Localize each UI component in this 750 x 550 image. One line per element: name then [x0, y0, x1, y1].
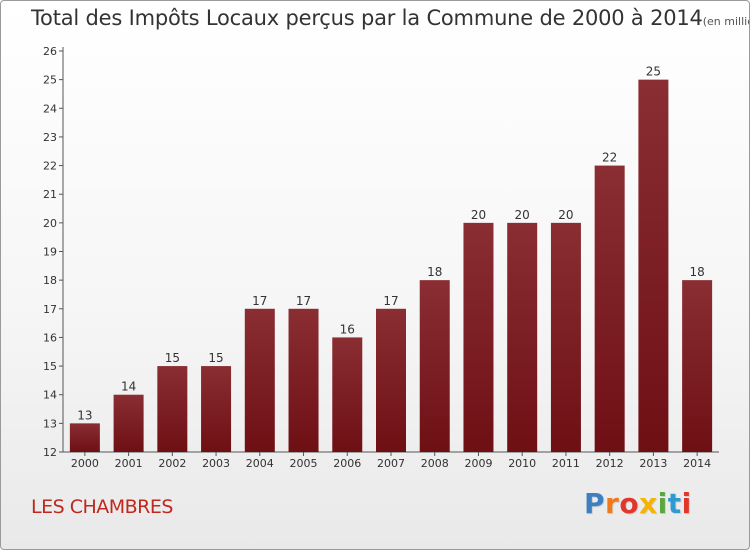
x-tick-label: 2012	[596, 457, 624, 470]
bar-value-label: 16	[340, 322, 355, 336]
bar-value-label: 15	[208, 351, 223, 365]
bar	[69, 423, 100, 452]
x-tick-label: 2010	[508, 457, 536, 470]
logo-letter: i	[657, 487, 668, 520]
bar-value-label: 17	[383, 294, 398, 308]
y-tick-label: 14	[43, 389, 57, 402]
bar	[113, 394, 144, 452]
y-tick-label: 13	[43, 417, 57, 430]
bar-value-label: 15	[165, 351, 180, 365]
y-tick-label: 16	[43, 331, 57, 344]
y-tick-label: 22	[43, 160, 57, 173]
bar	[201, 366, 232, 452]
y-tick-label: 25	[43, 74, 57, 87]
logo-letter: o	[619, 487, 640, 520]
bar-value-label: 13	[77, 408, 92, 422]
y-tick-label: 26	[43, 45, 57, 58]
logo-letter: P	[584, 487, 606, 520]
logo-letter: x	[639, 487, 658, 520]
x-tick-label: 2013	[639, 457, 667, 470]
proxiti-logo: Proxiti	[584, 487, 692, 520]
chart-title: Total des Impôts Locaux perçus par la Co…	[31, 6, 749, 30]
bar	[550, 222, 581, 452]
x-tick-label: 2014	[683, 457, 711, 470]
logo-letter: r	[605, 487, 620, 520]
bar	[638, 79, 669, 453]
bar-value-label: 17	[252, 294, 267, 308]
bar-value-label: 20	[515, 208, 530, 222]
x-tick-label: 2004	[246, 457, 274, 470]
bar-value-label: 22	[602, 151, 617, 165]
bar-value-label: 18	[427, 265, 442, 279]
y-tick-label: 23	[43, 131, 57, 144]
x-tick-label: 2001	[115, 457, 143, 470]
x-tick-label: 2009	[464, 457, 492, 470]
y-tick-label: 15	[43, 360, 57, 373]
chart-title-unit: (en milliers d'€)	[702, 15, 749, 28]
x-tick-label: 2006	[333, 457, 361, 470]
bar	[419, 280, 450, 452]
bar	[157, 366, 188, 452]
commune-name: LES CHAMBRES	[31, 496, 173, 518]
y-tick-label: 20	[43, 217, 57, 230]
bar	[463, 222, 494, 452]
bar	[288, 308, 319, 452]
y-tick-label: 19	[43, 246, 57, 259]
logo-letter: i	[681, 487, 692, 520]
y-tick-label: 17	[43, 303, 57, 316]
y-tick-label: 24	[43, 102, 57, 115]
bar-value-label: 20	[471, 208, 486, 222]
x-tick-label: 2000	[71, 457, 99, 470]
bar-value-label: 25	[646, 65, 661, 79]
x-tick-label: 2008	[421, 457, 449, 470]
bar	[594, 165, 625, 453]
bar	[332, 337, 363, 452]
x-tick-label: 2002	[158, 457, 186, 470]
bar	[507, 222, 538, 452]
y-tick-label: 18	[43, 274, 57, 287]
x-tick-label: 2007	[377, 457, 405, 470]
y-tick-label: 12	[43, 446, 57, 459]
x-tick-label: 2011	[552, 457, 580, 470]
x-tick-label: 2005	[290, 457, 318, 470]
bar	[682, 280, 713, 452]
x-tick-label: 2003	[202, 457, 230, 470]
bar-value-label: 20	[558, 208, 573, 222]
bar-value-label: 18	[689, 265, 704, 279]
bar-value-label: 17	[296, 294, 311, 308]
bar-value-label: 14	[121, 380, 136, 394]
chart-title-text: Total des Impôts Locaux perçus par la Co…	[31, 6, 703, 30]
logo-letter: t	[667, 487, 682, 520]
bar	[244, 308, 275, 452]
y-tick-label: 21	[43, 188, 57, 201]
bar	[376, 308, 406, 452]
